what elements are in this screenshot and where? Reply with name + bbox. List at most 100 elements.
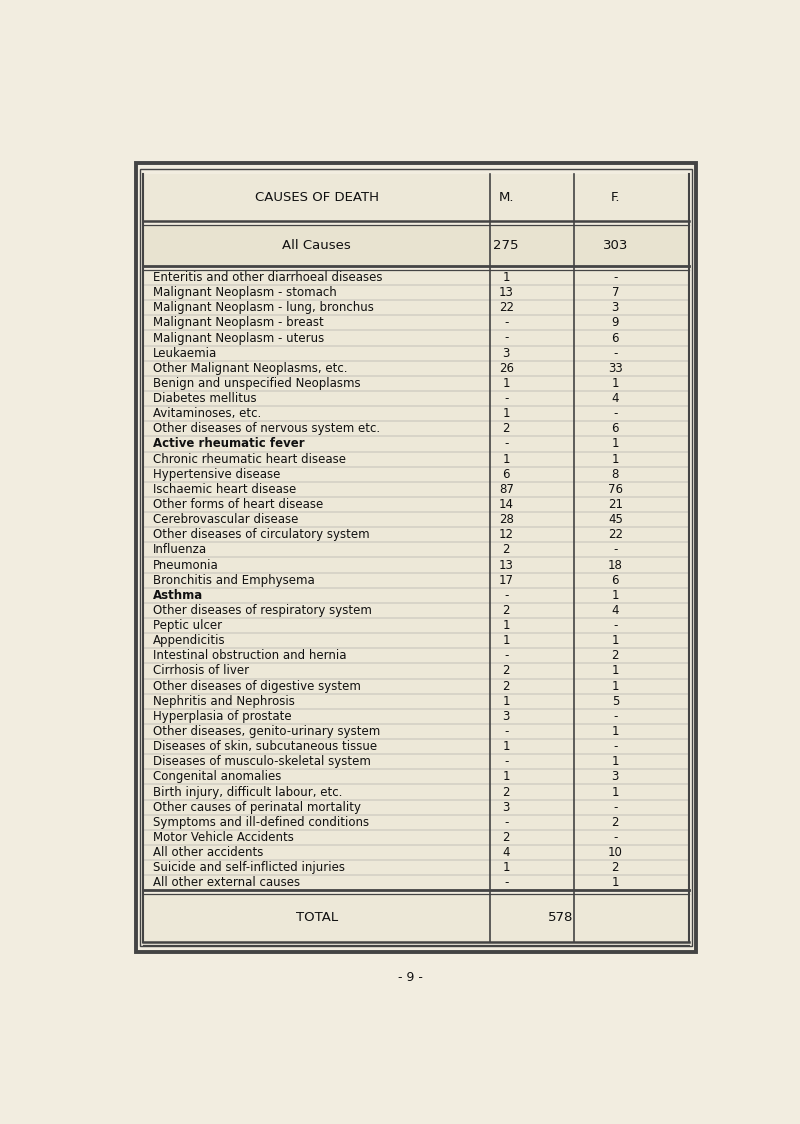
Text: Pneumonia: Pneumonia	[153, 559, 218, 571]
Text: Other forms of heart disease: Other forms of heart disease	[153, 498, 323, 511]
Text: -: -	[504, 755, 509, 769]
Text: 1: 1	[502, 861, 510, 874]
Text: -: -	[613, 543, 618, 556]
Text: 3: 3	[502, 710, 510, 723]
Polygon shape	[143, 724, 689, 740]
Polygon shape	[143, 769, 689, 785]
Text: 76: 76	[608, 483, 623, 496]
Text: 578: 578	[548, 912, 574, 924]
Polygon shape	[143, 452, 689, 466]
Text: 6: 6	[502, 468, 510, 481]
Text: 22: 22	[608, 528, 623, 542]
Text: Ischaemic heart disease: Ischaemic heart disease	[153, 483, 296, 496]
Text: - 9 -: - 9 -	[398, 971, 422, 985]
Text: -: -	[504, 877, 509, 889]
Text: 2: 2	[502, 604, 510, 617]
Text: Malignant Neoplasm - breast: Malignant Neoplasm - breast	[153, 316, 323, 329]
Text: 1: 1	[611, 680, 619, 692]
Text: Active rheumatic fever: Active rheumatic fever	[153, 437, 304, 451]
Polygon shape	[143, 361, 689, 375]
Polygon shape	[143, 860, 689, 876]
Text: -: -	[613, 407, 618, 420]
Text: 3: 3	[502, 800, 510, 814]
Text: -: -	[504, 725, 509, 738]
Polygon shape	[143, 225, 689, 266]
Polygon shape	[143, 845, 689, 860]
Polygon shape	[143, 618, 689, 633]
Text: Symptoms and ill-defined conditions: Symptoms and ill-defined conditions	[153, 816, 369, 828]
Text: Malignant Neoplasm - uterus: Malignant Neoplasm - uterus	[153, 332, 324, 344]
Text: 9: 9	[611, 316, 619, 329]
Text: Birth injury, difficult labour, etc.: Birth injury, difficult labour, etc.	[153, 786, 342, 798]
Text: 4: 4	[611, 604, 619, 617]
Text: 28: 28	[498, 514, 514, 526]
Text: 1: 1	[611, 589, 619, 601]
Text: 1: 1	[502, 770, 510, 783]
Text: Congenital anomalies: Congenital anomalies	[153, 770, 281, 783]
Text: 1: 1	[611, 437, 619, 451]
Text: 2: 2	[502, 831, 510, 844]
Text: Bronchitis and Emphysema: Bronchitis and Emphysema	[153, 573, 314, 587]
Text: 4: 4	[502, 846, 510, 859]
Text: -: -	[613, 271, 618, 284]
Text: F.: F.	[610, 191, 620, 205]
Text: 12: 12	[498, 528, 514, 542]
Text: Hyperplasia of prostate: Hyperplasia of prostate	[153, 710, 291, 723]
Text: 3: 3	[612, 301, 619, 315]
Text: Appendicitis: Appendicitis	[153, 634, 226, 647]
Polygon shape	[143, 391, 689, 406]
Polygon shape	[143, 436, 689, 452]
Text: 26: 26	[498, 362, 514, 374]
Text: 1: 1	[611, 634, 619, 647]
Text: Malignant Neoplasm - stomach: Malignant Neoplasm - stomach	[153, 287, 337, 299]
Polygon shape	[143, 330, 689, 345]
Text: 2: 2	[611, 861, 619, 874]
Polygon shape	[143, 174, 689, 221]
Text: 22: 22	[498, 301, 514, 315]
Text: 6: 6	[611, 332, 619, 344]
Text: 3: 3	[502, 346, 510, 360]
Polygon shape	[143, 572, 689, 588]
Text: Avitaminoses, etc.: Avitaminoses, etc.	[153, 407, 261, 420]
Text: Peptic ulcer: Peptic ulcer	[153, 619, 222, 632]
Text: Diseases of musculo-skeletal system: Diseases of musculo-skeletal system	[153, 755, 370, 769]
Polygon shape	[143, 740, 689, 754]
Text: 1: 1	[611, 664, 619, 678]
Polygon shape	[143, 375, 689, 391]
Text: 1: 1	[502, 619, 510, 632]
Text: -: -	[504, 437, 509, 451]
Polygon shape	[143, 799, 689, 815]
Text: Cerebrovascular disease: Cerebrovascular disease	[153, 514, 298, 526]
Text: 1: 1	[502, 407, 510, 420]
Text: 275: 275	[494, 239, 519, 252]
Text: Other Malignant Neoplasms, etc.: Other Malignant Neoplasms, etc.	[153, 362, 347, 374]
Text: Nephritis and Nephrosis: Nephritis and Nephrosis	[153, 695, 294, 708]
Polygon shape	[143, 316, 689, 330]
Text: 1: 1	[502, 695, 510, 708]
Text: 1: 1	[502, 271, 510, 284]
Text: -: -	[613, 710, 618, 723]
Polygon shape	[143, 513, 689, 527]
Text: All other external causes: All other external causes	[153, 877, 300, 889]
Text: 303: 303	[602, 239, 628, 252]
Text: 18: 18	[608, 559, 622, 571]
Text: 2: 2	[502, 680, 510, 692]
Polygon shape	[143, 830, 689, 845]
Text: 2: 2	[502, 664, 510, 678]
Polygon shape	[143, 663, 689, 679]
Polygon shape	[143, 406, 689, 422]
Polygon shape	[143, 588, 689, 602]
Polygon shape	[143, 694, 689, 709]
Text: 1: 1	[611, 755, 619, 769]
Text: 33: 33	[608, 362, 622, 374]
Text: -: -	[504, 392, 509, 405]
Text: Enteritis and other diarrhoeal diseases: Enteritis and other diarrhoeal diseases	[153, 271, 382, 284]
Polygon shape	[143, 543, 689, 558]
Text: Hypertensive disease: Hypertensive disease	[153, 468, 280, 481]
Text: Benign and unspecified Neoplasms: Benign and unspecified Neoplasms	[153, 377, 360, 390]
Text: 2: 2	[611, 816, 619, 828]
Text: 6: 6	[611, 423, 619, 435]
Text: -: -	[504, 316, 509, 329]
Text: Malignant Neoplasm - lung, bronchus: Malignant Neoplasm - lung, bronchus	[153, 301, 374, 315]
Text: 45: 45	[608, 514, 622, 526]
